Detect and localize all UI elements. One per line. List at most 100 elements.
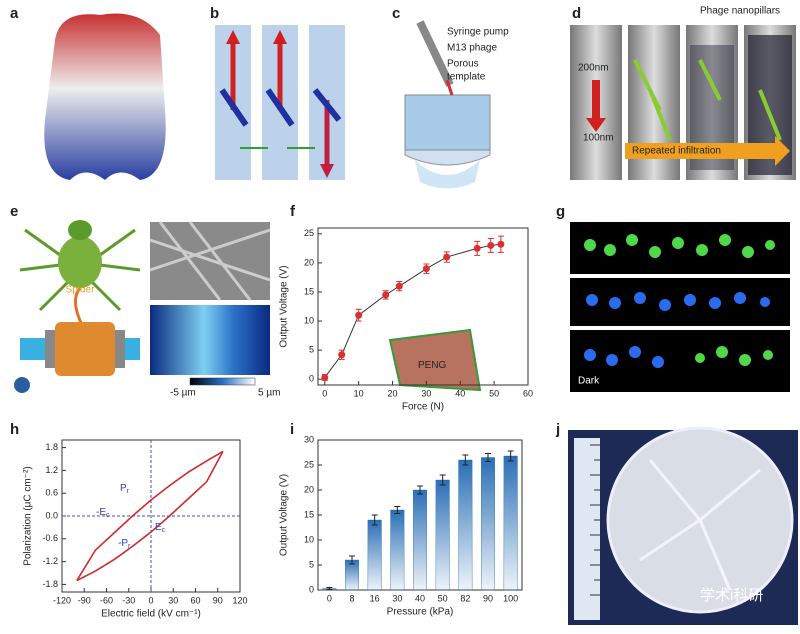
annotation: -Pr bbox=[118, 538, 131, 550]
x-tick-label: -60 bbox=[100, 595, 113, 605]
y-tick-label: -1.8 bbox=[42, 579, 58, 589]
panel-label: i bbox=[290, 421, 294, 438]
x-tick-label: 16 bbox=[370, 593, 380, 603]
error-bar bbox=[485, 453, 491, 462]
panel-label: b bbox=[210, 5, 219, 22]
template-illustration bbox=[404, 20, 491, 189]
x-tick-label: 50 bbox=[489, 388, 499, 398]
data-point bbox=[355, 311, 363, 319]
error-bar bbox=[349, 555, 355, 565]
bar bbox=[413, 489, 428, 591]
x-axis-label: Force (N) bbox=[402, 402, 444, 413]
annotation: PENG bbox=[418, 360, 447, 371]
annotation: M13 phage bbox=[447, 43, 497, 54]
annotation-text: -E bbox=[96, 507, 106, 518]
error-bar bbox=[394, 506, 401, 514]
y-axis-label: Output Voltage (V) bbox=[279, 265, 290, 347]
x-tick-label: 40 bbox=[415, 593, 425, 603]
error-bar bbox=[462, 454, 469, 466]
y-tick-label: 0.0 bbox=[45, 510, 58, 520]
data-point bbox=[395, 282, 403, 290]
y-tick-label: 0.6 bbox=[45, 488, 58, 498]
x-tick-label: 82 bbox=[460, 593, 470, 603]
y-axis-label: Polarization (μC cm⁻²) bbox=[23, 466, 34, 565]
protein-render bbox=[44, 13, 166, 181]
dipole-columns bbox=[215, 25, 345, 180]
error-bar bbox=[507, 450, 514, 462]
annotation-sub: c bbox=[162, 527, 166, 534]
annotation-sub: c bbox=[106, 512, 110, 519]
x-tick-label: 30 bbox=[392, 593, 402, 603]
x-tick-label: 50 bbox=[438, 593, 448, 603]
data-point bbox=[422, 265, 430, 273]
plot-frame bbox=[317, 227, 529, 386]
data-point bbox=[487, 241, 495, 249]
error-bar bbox=[439, 474, 446, 486]
data-point bbox=[321, 373, 329, 381]
panel-label: c bbox=[392, 5, 400, 22]
x-tick-label: 20 bbox=[388, 388, 398, 398]
annotation-text: -P bbox=[118, 538, 128, 549]
x-axis-label: Electric field (kV cm⁻¹) bbox=[101, 609, 201, 620]
x-tick-label: 120 bbox=[232, 595, 247, 605]
annotation: Repeated infiltration bbox=[632, 146, 721, 157]
x-tick-label: 60 bbox=[523, 388, 533, 398]
watermark: 学术i科研 bbox=[700, 587, 763, 604]
error-bar bbox=[371, 514, 378, 526]
annotation: Phage nanopillars bbox=[700, 6, 780, 17]
x-tick-label: -120 bbox=[53, 595, 71, 605]
data-point bbox=[338, 351, 346, 359]
y-tick-label: 1.8 bbox=[45, 442, 58, 452]
panel-label: g bbox=[556, 203, 565, 220]
panel-label: j bbox=[555, 421, 560, 438]
peng-device bbox=[388, 328, 482, 392]
annotation: 100nm bbox=[583, 133, 614, 144]
x-tick-label: 90 bbox=[483, 593, 493, 603]
annotation-text: P bbox=[120, 483, 127, 494]
annotation: template bbox=[447, 72, 486, 83]
annotation: -5 µm bbox=[170, 388, 196, 399]
annotation: Porous bbox=[447, 59, 479, 70]
annotation: Syringe pump bbox=[447, 27, 509, 38]
x-tick-label: 0 bbox=[327, 593, 332, 603]
x-tick-label: -30 bbox=[122, 595, 135, 605]
annotation: Dark bbox=[578, 376, 600, 387]
annotation-text: E bbox=[155, 522, 162, 533]
error-bar bbox=[417, 485, 423, 495]
y-tick-label: 0 bbox=[309, 584, 314, 594]
luminescence-photos bbox=[570, 222, 790, 392]
x-tick-label: 90 bbox=[213, 595, 223, 605]
x-tick-label: 30 bbox=[168, 595, 178, 605]
x-tick-label: 10 bbox=[354, 388, 364, 398]
y-tick-label: 25 bbox=[304, 228, 314, 238]
annotation: -Ec bbox=[96, 507, 110, 519]
y-tick-label: 15 bbox=[304, 286, 314, 296]
y-tick-label: -0.6 bbox=[42, 533, 58, 543]
bar bbox=[367, 519, 382, 591]
x-tick-label: 30 bbox=[421, 388, 431, 398]
panel-label: a bbox=[10, 5, 19, 22]
y-tick-label: 5 bbox=[309, 559, 314, 569]
y-axis-label: Output Voltage (V) bbox=[279, 474, 290, 556]
film-photo bbox=[568, 426, 798, 625]
x-axis-label: Pressure (kPa) bbox=[387, 607, 454, 618]
data-point bbox=[473, 244, 481, 252]
panel-label: d bbox=[572, 5, 581, 22]
y-tick-label: 20 bbox=[304, 484, 314, 494]
data-point bbox=[497, 240, 505, 248]
y-tick-label: 1.2 bbox=[45, 465, 58, 475]
spider-spool bbox=[14, 220, 271, 393]
annotation-sub: r bbox=[127, 488, 130, 495]
annotation: Spider bbox=[66, 285, 96, 296]
bar bbox=[503, 455, 518, 591]
x-tick-label: 0 bbox=[148, 595, 153, 605]
y-tick-label: 10 bbox=[304, 534, 314, 544]
error-bar bbox=[326, 587, 333, 590]
annotation: 5 µm bbox=[258, 388, 280, 399]
y-tick-label: 20 bbox=[304, 257, 314, 267]
x-tick-label: 40 bbox=[455, 388, 465, 398]
annotation-sub: r bbox=[128, 543, 131, 550]
panel-label: e bbox=[10, 203, 18, 220]
